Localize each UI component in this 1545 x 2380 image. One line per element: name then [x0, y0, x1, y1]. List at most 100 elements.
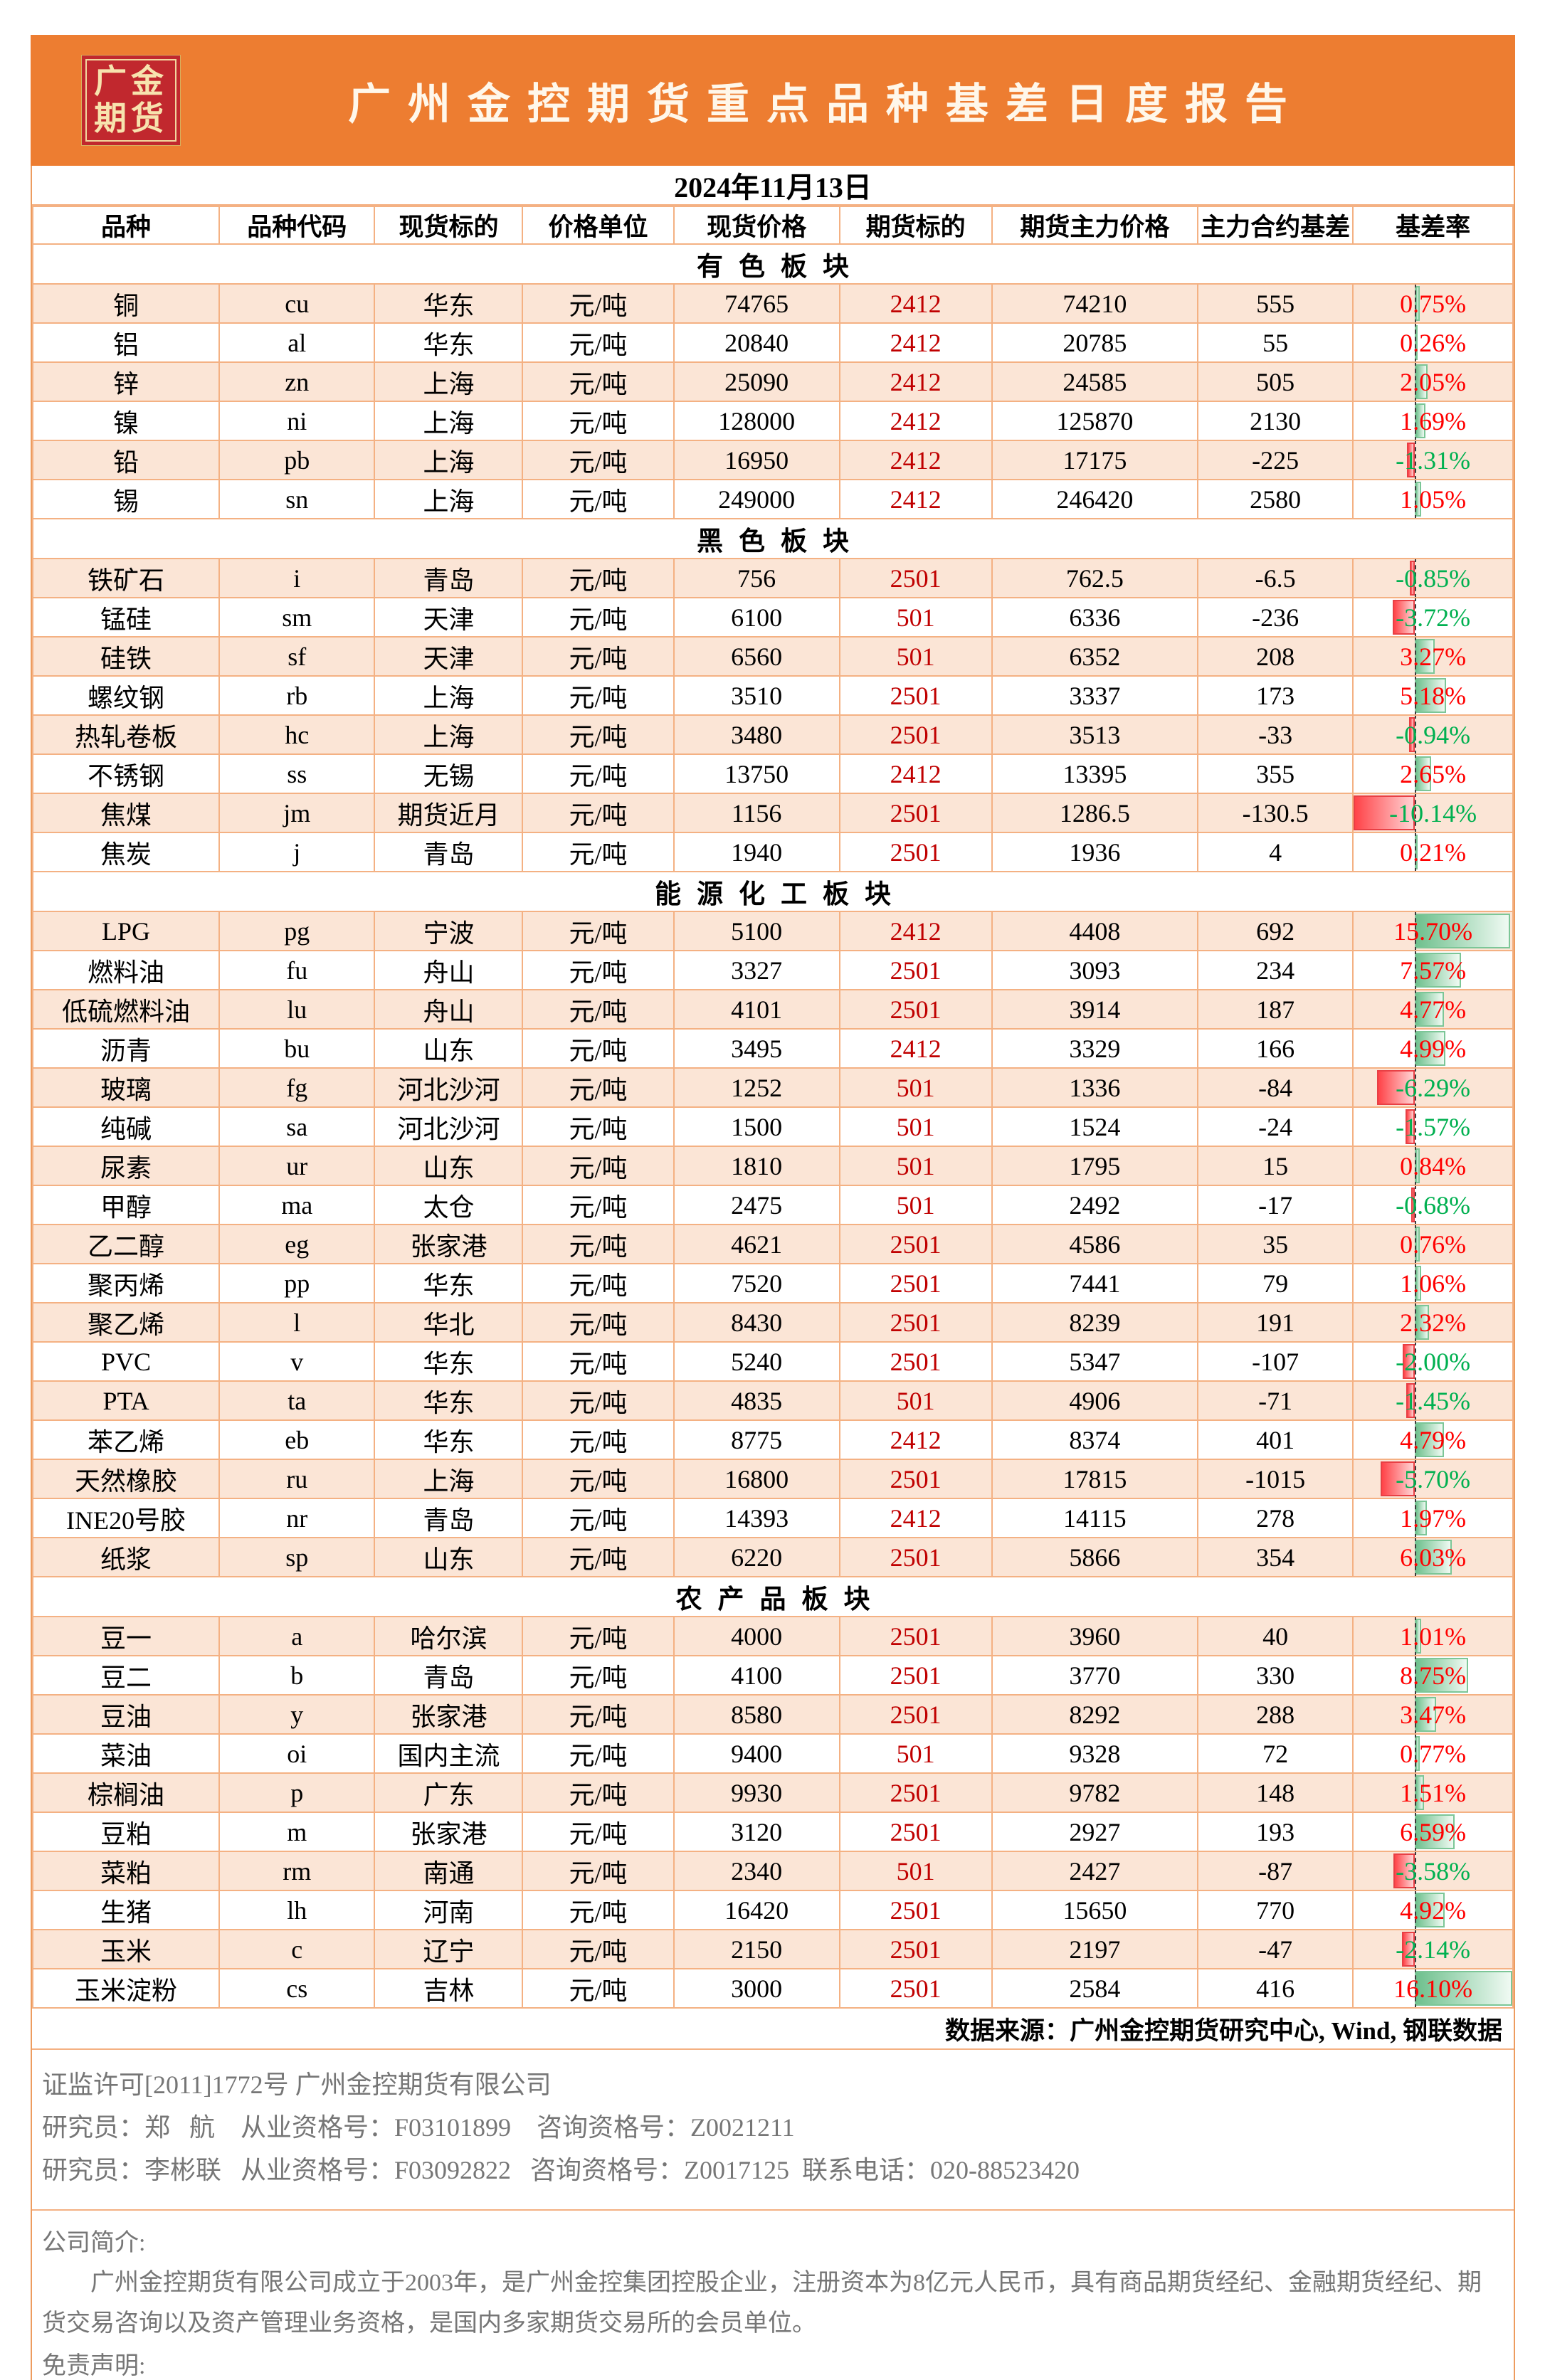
- table-row: 焦炭 j 青岛 元/吨 1940 2501 1936 4 0.21%: [31, 832, 1514, 872]
- cell-variety: 沥青: [31, 1028, 221, 1069]
- cell-futures-target: 2412: [838, 479, 993, 519]
- cell-main-contract-basis: 79: [1196, 1263, 1354, 1303]
- cell-futures-main-price: 5866: [991, 1537, 1198, 1577]
- basis-rate-value: 3.47%: [1400, 1700, 1467, 1729]
- cell-variety: 天然橡胶: [31, 1459, 221, 1499]
- cell-code: pg: [218, 911, 376, 951]
- column-header: 品种代码: [218, 206, 376, 245]
- cell-futures-target: 501: [838, 1146, 993, 1186]
- cell-code: v: [218, 1341, 376, 1382]
- report-title: 广州金控期货重点品种基差日度报告: [348, 80, 1304, 128]
- cell-main-contract-basis: 770: [1196, 1890, 1354, 1930]
- cell-price-unit: 元/吨: [522, 1028, 675, 1069]
- databar-zero-axis: [1415, 599, 1417, 635]
- cell-variety: 甲醇: [31, 1185, 221, 1225]
- cell-code: ni: [218, 401, 376, 441]
- cell-spot-target: 上海: [374, 1459, 524, 1499]
- disclaimer-label: 免责声明:: [42, 2353, 146, 2380]
- cell-spot-target: 华东: [374, 322, 524, 363]
- basis-rate-value: 5.18%: [1400, 681, 1467, 710]
- cell-spot-target: 舟山: [374, 950, 524, 990]
- cell-futures-target: 2501: [838, 1263, 993, 1303]
- table-row: 纯碱 sa 河北沙河 元/吨 1500 501 1524 -24 -1.57%: [31, 1106, 1514, 1147]
- cell-spot-price: 5240: [673, 1341, 840, 1382]
- cell-variety: PTA: [31, 1380, 221, 1421]
- cell-code: pb: [218, 440, 376, 480]
- cell-basis-rate: 3.47%: [1352, 1694, 1514, 1735]
- cell-main-contract-basis: 692: [1196, 911, 1354, 951]
- cell-spot-target: 天津: [374, 636, 524, 677]
- table-row: PTA ta 华东 元/吨 4835 501 4906 -71 -1.45%: [31, 1380, 1514, 1421]
- cell-price-unit: 元/吨: [522, 1459, 675, 1499]
- cell-futures-target: 501: [838, 1380, 993, 1421]
- cell-futures-main-price: 3914: [991, 989, 1198, 1030]
- cell-code: b: [218, 1655, 376, 1696]
- cell-basis-rate: 6.03%: [1352, 1537, 1514, 1577]
- cell-main-contract-basis: 208: [1196, 636, 1354, 677]
- databar-zero-axis: [1415, 1539, 1417, 1575]
- table-row: 硅铁 sf 天津 元/吨 6560 501 6352 208 3.27%: [31, 636, 1514, 677]
- cell-basis-rate: 1.01%: [1352, 1616, 1514, 1656]
- table-row: 热轧卷板 hc 上海 元/吨 3480 2501 3513 -33 -0.94%: [31, 714, 1514, 755]
- basis-rate-value: 16.10%: [1393, 1974, 1473, 2003]
- cell-futures-target: 2501: [838, 1772, 993, 1813]
- databar-zero-axis: [1415, 285, 1417, 322]
- cell-main-contract-basis: -107: [1196, 1341, 1354, 1382]
- cell-spot-price: 4100: [673, 1655, 840, 1696]
- basis-rate-value: -2.00%: [1396, 1347, 1471, 1376]
- databar-zero-axis: [1415, 1618, 1417, 1654]
- table-row: PVC v 华东 元/吨 5240 2501 5347 -107 -2.00%: [31, 1341, 1514, 1382]
- basis-rate-value: -0.68%: [1396, 1190, 1471, 1220]
- databar-zero-axis: [1415, 1892, 1417, 1928]
- cell-futures-target: 2501: [838, 1694, 993, 1735]
- cell-main-contract-basis: 505: [1196, 361, 1354, 402]
- databar-zero-axis: [1415, 991, 1417, 1027]
- basis-rate-value: 4.77%: [1400, 995, 1467, 1024]
- cell-futures-target: 501: [838, 1733, 993, 1774]
- cell-main-contract-basis: 330: [1196, 1655, 1354, 1696]
- cell-variety: 苯乙烯: [31, 1419, 221, 1460]
- cell-futures-main-price: 4408: [991, 911, 1198, 951]
- report-date: 2024年11月13日: [32, 166, 1514, 206]
- cell-basis-rate: 1.05%: [1352, 479, 1514, 519]
- cell-spot-price: 6100: [673, 597, 840, 638]
- cell-futures-target: 2412: [838, 911, 993, 951]
- table-row: 生猪 lh 河南 元/吨 16420 2501 15650 770 4.92%: [31, 1890, 1514, 1930]
- positive-databar: [1415, 1031, 1445, 1066]
- cell-price-unit: 元/吨: [522, 1067, 675, 1108]
- cell-price-unit: 元/吨: [522, 558, 675, 598]
- cell-spot-target: 青岛: [374, 832, 524, 872]
- cell-futures-target: 2412: [838, 1028, 993, 1069]
- databar-zero-axis: [1415, 1187, 1417, 1223]
- cell-spot-price: 4835: [673, 1380, 840, 1421]
- cell-price-unit: 元/吨: [522, 1302, 675, 1343]
- cell-code: nr: [218, 1498, 376, 1538]
- cell-futures-target: 2412: [838, 401, 993, 441]
- cell-futures-main-price: 3513: [991, 714, 1198, 755]
- cell-futures-main-price: 3960: [991, 1616, 1198, 1656]
- cell-price-unit: 元/吨: [522, 1851, 675, 1891]
- cell-spot-price: 8430: [673, 1302, 840, 1343]
- cell-spot-price: 16420: [673, 1890, 840, 1930]
- cell-price-unit: 元/吨: [522, 989, 675, 1030]
- basis-rate-value: -1.45%: [1396, 1386, 1471, 1415]
- cell-spot-price: 1252: [673, 1067, 840, 1108]
- cell-main-contract-basis: -47: [1196, 1929, 1354, 1969]
- cell-variety: 热轧卷板: [31, 714, 221, 755]
- cell-variety: 硅铁: [31, 636, 221, 677]
- cell-variety: 锡: [31, 479, 221, 519]
- cell-futures-target: 2501: [838, 1302, 993, 1343]
- cell-code: zn: [218, 361, 376, 402]
- cell-futures-main-price: 74210: [991, 283, 1198, 324]
- negative-databar: [1392, 600, 1415, 635]
- table-row: 菜粕 rm 南通 元/吨 2340 501 2427 -87 -3.58%: [31, 1851, 1514, 1891]
- cell-variety: 纯碱: [31, 1106, 221, 1147]
- cell-price-unit: 元/吨: [522, 832, 675, 872]
- cell-basis-rate: 1.97%: [1352, 1498, 1514, 1538]
- databar-zero-axis: [1415, 1696, 1417, 1733]
- cell-main-contract-basis: 555: [1196, 283, 1354, 324]
- table-row: 苯乙烯 eb 华东 元/吨 8775 2412 8374 401 4.79%: [31, 1419, 1514, 1460]
- cell-code: y: [218, 1694, 376, 1735]
- cell-basis-rate: -0.68%: [1352, 1185, 1514, 1225]
